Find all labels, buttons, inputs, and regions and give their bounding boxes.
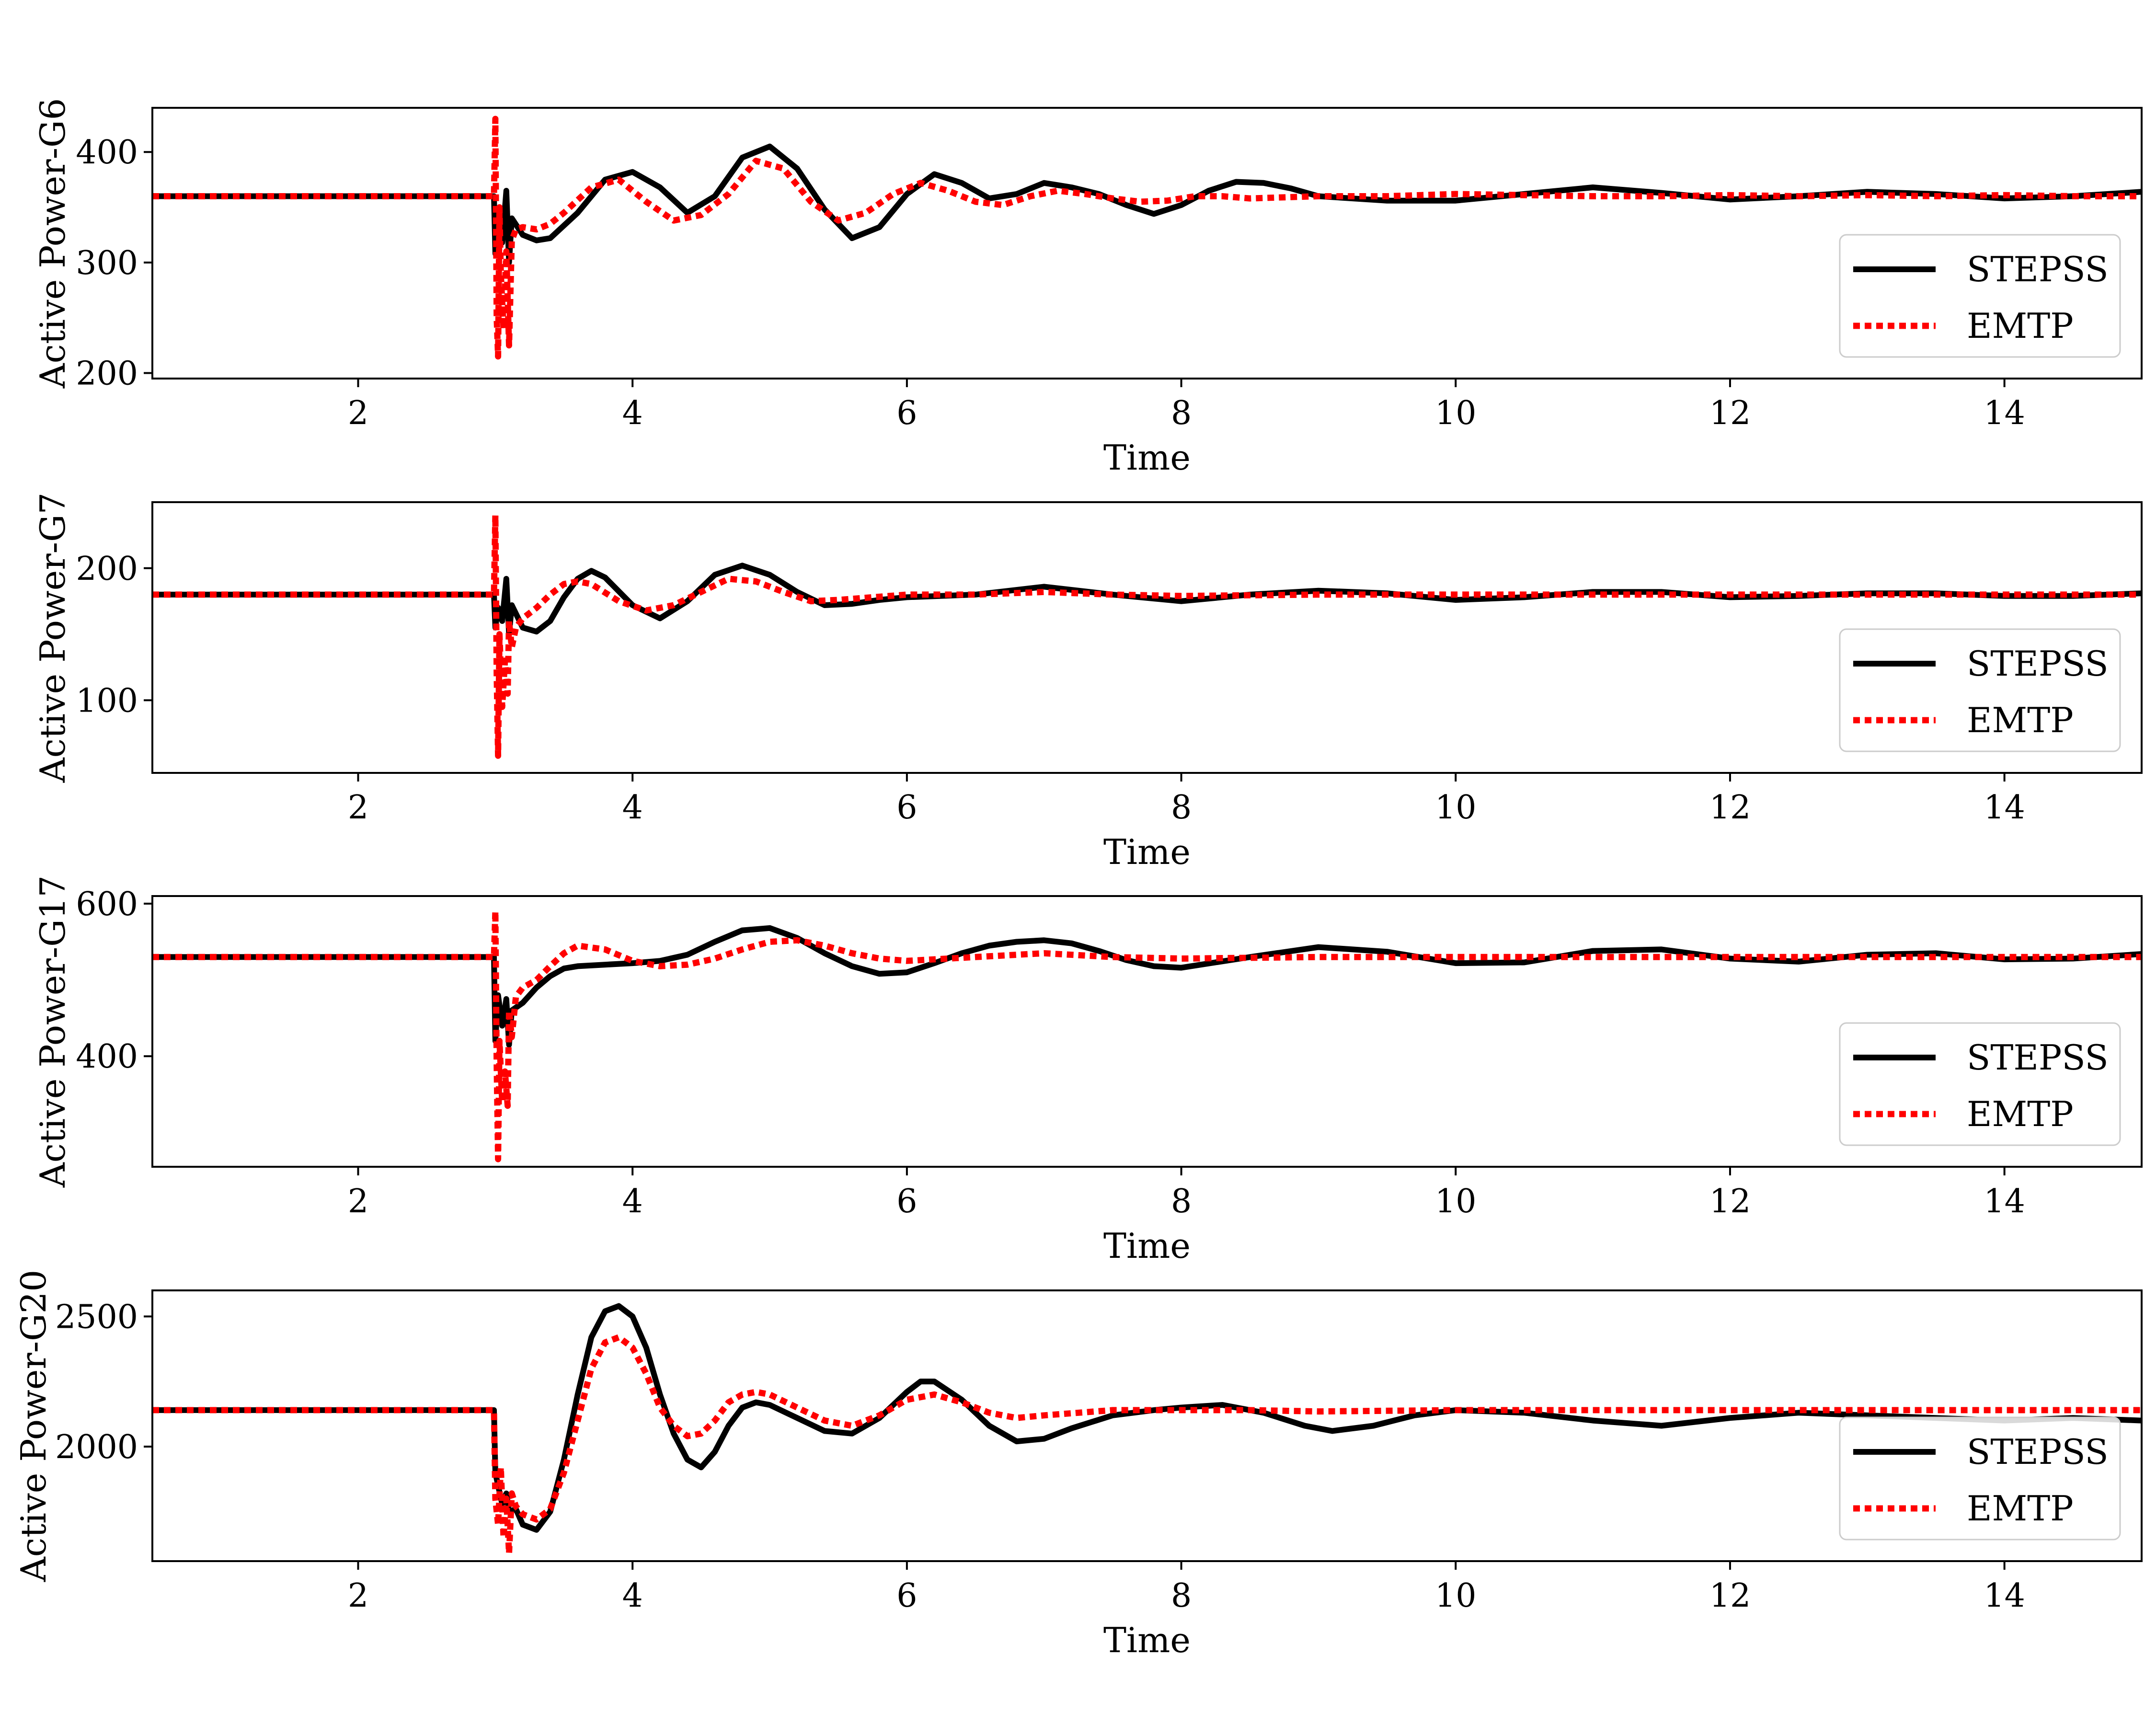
x-tick-label: 14: [1984, 394, 2025, 432]
legend-label-emtp: EMTP: [1967, 700, 2074, 740]
x-tick-label: 6: [896, 394, 917, 432]
y-tick-label: 600: [76, 886, 138, 923]
plot-area-g7: [152, 512, 2142, 759]
x-tick-label: 4: [622, 1183, 643, 1220]
x-axis-ticks: 2 4 6 8 10 12 14: [348, 379, 2025, 432]
x-tick-label: 10: [1435, 1183, 1477, 1220]
legend-label-emtp: EMTP: [1967, 306, 2074, 346]
subplot-g6: 2 4 6 8 10 12 14 200 300 400 Time Active Power-G…: [33, 98, 2143, 478]
series-group: [152, 512, 2142, 759]
series-group: [152, 115, 2142, 360]
y-tick-label: 400: [76, 134, 138, 172]
x-tick-label: 12: [1709, 1577, 1751, 1615]
y-axis-label: Active Power-G7: [33, 493, 73, 783]
axes-frame: [151, 895, 2143, 1168]
y-tick-label: 2000: [55, 1428, 138, 1466]
x-tick-label: 8: [1171, 789, 1192, 827]
x-tick-label: 10: [1435, 1577, 1477, 1615]
y-tick-label: 2500: [55, 1298, 138, 1336]
series-line-emtp: [152, 512, 2142, 759]
x-tick-label: 6: [896, 1577, 917, 1615]
x-tick-label: 12: [1709, 789, 1751, 827]
y-axis-label: Active Power-G20: [13, 1270, 54, 1582]
subplot-g20: 2 4 6 8 10 12 14 2000 2500 Time Active Power-G2…: [13, 1270, 2143, 1660]
x-axis-label: Time: [1103, 1226, 1191, 1266]
series-line-stepss: [152, 143, 2142, 265]
legend: STEPSS EMTP: [1839, 1416, 2121, 1541]
legend-box: [1839, 234, 2121, 358]
axes-frame: [151, 1289, 2143, 1562]
x-tick-label: 6: [896, 1183, 917, 1220]
legend-box: [1839, 628, 2121, 752]
y-tick-label: 100: [76, 682, 138, 720]
y-axis-ticks: 200 300 400: [76, 134, 152, 392]
x-axis-ticks: 2 4 6 8 10 12 14: [348, 1167, 2025, 1220]
series-line-stepss: [152, 925, 2142, 1048]
legend-label-stepss: STEPSS: [1967, 249, 2109, 289]
legend-label-stepss: STEPSS: [1967, 644, 2109, 684]
x-tick-label: 8: [1171, 394, 1192, 432]
x-tick-label: 14: [1984, 789, 2025, 827]
plot-area-g6: [152, 115, 2142, 360]
y-axis-label: Active Power-G17: [33, 875, 73, 1188]
axes-frame: [151, 107, 2143, 380]
series-line-emtp: [152, 908, 2142, 1162]
legend: STEPSS EMTP: [1839, 628, 2121, 752]
series-group: [152, 908, 2142, 1162]
x-tick-label: 10: [1435, 789, 1477, 827]
x-tick-label: 10: [1435, 394, 1477, 432]
x-axis-ticks: 2 4 6 8 10 12 14: [348, 1561, 2025, 1615]
plot-area-g20: [152, 1303, 2142, 1557]
series-line-emtp: [152, 1334, 2142, 1557]
y-tick-label: 300: [76, 244, 138, 282]
legend: STEPSS EMTP: [1839, 1022, 2121, 1146]
x-tick-label: 4: [622, 394, 643, 432]
x-axis-label: Time: [1103, 437, 1191, 478]
legend: STEPSS EMTP: [1839, 234, 2121, 358]
legend-label-stepss: STEPSS: [1967, 1432, 2109, 1472]
series-line-emtp: [152, 115, 2142, 360]
x-tick-label: 6: [896, 789, 917, 827]
y-tick-label: 200: [76, 550, 138, 588]
series-group: [152, 1303, 2142, 1557]
y-axis-ticks: 100 200: [76, 550, 152, 720]
legend-label-emtp: EMTP: [1967, 1488, 2074, 1529]
y-axis-label: Active Power-G6: [33, 98, 73, 389]
legend-label-emtp: EMTP: [1967, 1094, 2074, 1134]
y-axis-ticks: 2000 2500: [55, 1298, 152, 1466]
x-tick-label: 14: [1984, 1577, 2025, 1615]
legend-label-stepss: STEPSS: [1967, 1037, 2109, 1078]
x-tick-label: 2: [348, 394, 368, 432]
x-tick-label: 4: [622, 789, 643, 827]
legend-box: [1839, 1022, 2121, 1146]
x-axis-label: Time: [1103, 1620, 1191, 1660]
legend-box: [1839, 1416, 2121, 1541]
subplot-g7: 2 4 6 8 10 12 14 100 200 Time Active Power-G7 S…: [33, 493, 2143, 872]
y-tick-label: 200: [76, 355, 138, 392]
x-tick-label: 2: [348, 1183, 368, 1220]
x-tick-label: 8: [1171, 1577, 1192, 1615]
x-tick-label: 8: [1171, 1183, 1192, 1220]
x-axis-ticks: 2 4 6 8 10 12 14: [348, 773, 2025, 827]
plot-area-g17: [152, 908, 2142, 1162]
x-tick-label: 2: [348, 789, 368, 827]
y-axis-ticks: 400 600: [76, 886, 152, 1076]
x-tick-label: 14: [1984, 1183, 2025, 1220]
axes-frame: [151, 501, 2143, 774]
x-tick-label: 4: [622, 1577, 643, 1615]
x-tick-label: 12: [1709, 1183, 1751, 1220]
x-tick-label: 2: [348, 1577, 368, 1615]
x-tick-label: 12: [1709, 394, 1751, 432]
y-tick-label: 400: [76, 1038, 138, 1076]
x-axis-label: Time: [1103, 832, 1191, 872]
